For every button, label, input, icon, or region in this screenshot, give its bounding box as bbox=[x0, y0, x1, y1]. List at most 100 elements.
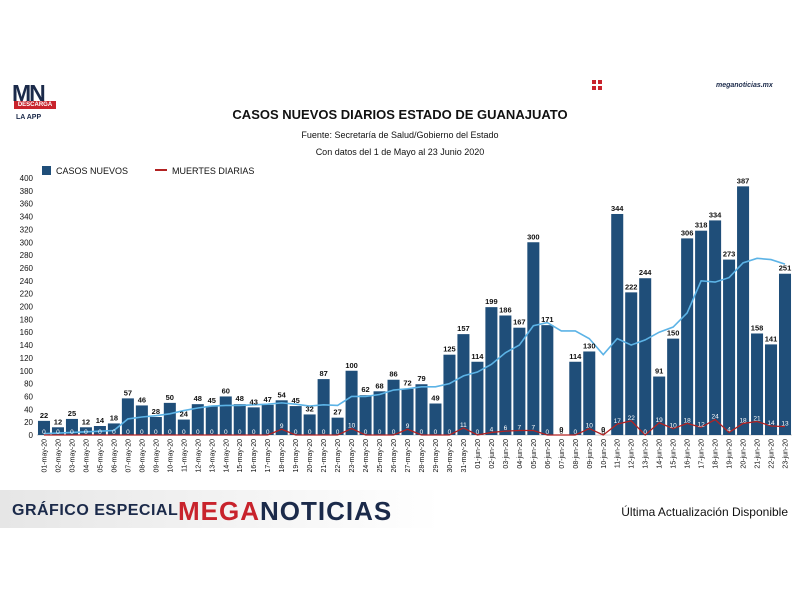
bar-casos bbox=[639, 278, 652, 435]
x-tick-label: 27-may-20 bbox=[405, 439, 412, 473]
y-tick-label: 400 bbox=[20, 174, 34, 183]
death-value-label: 0 bbox=[168, 429, 172, 436]
bar-value-label: 150 bbox=[667, 329, 680, 338]
bar-value-label: 0 bbox=[559, 425, 563, 434]
x-tick-label: 24-may-20 bbox=[363, 439, 370, 473]
legend-label-deaths: MUERTES DIARIAS bbox=[172, 166, 254, 176]
y-tick-label: 80 bbox=[24, 380, 33, 389]
y-tick-label: 280 bbox=[20, 251, 34, 260]
bar-value-label: 344 bbox=[611, 204, 624, 213]
x-tick-label: 12-may-20 bbox=[195, 439, 202, 473]
bar-value-label: 251 bbox=[779, 264, 792, 273]
bar-value-label: 68 bbox=[375, 381, 383, 390]
bar-value-label: 50 bbox=[166, 393, 174, 402]
bar-value-label: 273 bbox=[723, 250, 736, 259]
bar-value-label: 387 bbox=[737, 176, 750, 185]
death-value-label: 0 bbox=[196, 429, 200, 436]
bar-casos bbox=[345, 370, 358, 435]
bar-value-label: 22 bbox=[40, 411, 48, 420]
meganoticias-logo[interactable]: MN DESCARGA LA APP bbox=[12, 80, 60, 128]
footer-brand-noticias: NOTICIAS bbox=[260, 496, 393, 526]
x-tick-label: 09-may-20 bbox=[153, 439, 160, 473]
bar-casos bbox=[177, 419, 190, 435]
bar-casos bbox=[653, 376, 666, 435]
death-value-label: 12 bbox=[698, 421, 706, 428]
bar-value-label: 72 bbox=[403, 379, 411, 388]
bar-value-label: 49 bbox=[431, 394, 439, 403]
bar-casos bbox=[289, 406, 302, 435]
death-value-label: 9 bbox=[280, 423, 284, 430]
death-value-label: 0 bbox=[364, 429, 368, 436]
death-value-label: 0 bbox=[182, 429, 186, 436]
death-value-label: 0 bbox=[308, 429, 312, 436]
x-tick-label: 03-jun-20 bbox=[503, 439, 510, 469]
death-value-label: 0 bbox=[252, 429, 256, 436]
bar-casos bbox=[625, 292, 638, 435]
bar-casos bbox=[135, 405, 148, 435]
x-tick-label: 05-may-20 bbox=[97, 439, 104, 473]
x-tick-label: 19-jun-20 bbox=[727, 439, 734, 469]
bar-value-label: 157 bbox=[457, 324, 470, 333]
bar-casos bbox=[737, 186, 750, 435]
x-tick-label: 21-jun-20 bbox=[755, 439, 762, 469]
bar-value-label: 141 bbox=[765, 334, 778, 343]
y-tick-label: 220 bbox=[20, 290, 34, 299]
bar-casos bbox=[373, 391, 386, 435]
death-value-label: 14 bbox=[767, 420, 775, 427]
death-value-label: 10 bbox=[348, 423, 356, 430]
bar-casos bbox=[359, 395, 372, 435]
x-tick-label: 02-may-20 bbox=[55, 439, 62, 473]
bar-value-label: 100 bbox=[345, 361, 358, 370]
bar-casos bbox=[723, 259, 736, 435]
deaths-line bbox=[43, 418, 786, 436]
x-tick-label: 25-may-20 bbox=[377, 439, 384, 473]
bar-casos bbox=[205, 406, 218, 435]
chart-date-range: Con datos del 1 de Mayo al 23 Junio 2020 bbox=[315, 147, 485, 157]
bar-value-label: 318 bbox=[695, 221, 708, 230]
bar-casos bbox=[331, 417, 344, 435]
x-tick-label: 13-jun-20 bbox=[643, 439, 650, 469]
bar-casos bbox=[457, 334, 470, 435]
bar-value-label: 45 bbox=[291, 396, 299, 405]
x-tick-label: 08-jun-20 bbox=[573, 439, 580, 469]
x-tick-label: 29-may-20 bbox=[433, 439, 440, 473]
bar-casos bbox=[107, 423, 120, 435]
bar-casos bbox=[443, 354, 456, 435]
logo-download-badge: DESCARGA bbox=[14, 101, 56, 109]
x-tick-label: 06-jun-20 bbox=[545, 439, 552, 469]
death-value-label: 0 bbox=[126, 429, 130, 436]
bar-casos bbox=[667, 338, 680, 435]
x-tick-label: 04-may-20 bbox=[83, 439, 90, 473]
y-tick-label: 300 bbox=[20, 238, 34, 247]
bar-value-label: 47 bbox=[264, 395, 272, 404]
x-tick-label: 07-may-20 bbox=[125, 439, 132, 473]
death-value-label: 0 bbox=[210, 429, 214, 436]
death-value-label: 0 bbox=[392, 429, 396, 436]
bar-casos bbox=[163, 402, 176, 435]
bar-value-label: 114 bbox=[471, 352, 484, 361]
bar-value-label: 32 bbox=[305, 404, 313, 413]
bar-value-label: 12 bbox=[54, 417, 62, 426]
death-value-label: 0 bbox=[378, 429, 382, 436]
x-tick-label: 31-may-20 bbox=[461, 439, 468, 473]
bar-value-label: 244 bbox=[639, 268, 652, 277]
bar-value-label: 28 bbox=[152, 407, 160, 416]
bar-casos bbox=[149, 417, 162, 435]
death-value-label: 0 bbox=[420, 429, 424, 436]
y-tick-label: 40 bbox=[24, 405, 33, 414]
death-value-label: 0 bbox=[154, 429, 158, 436]
death-value-label: 24 bbox=[711, 414, 719, 421]
y-tick-label: 240 bbox=[20, 277, 34, 286]
x-tick-label: 13-may-20 bbox=[209, 439, 216, 473]
bar-casos bbox=[51, 427, 64, 435]
x-tick-label: 01-jun-20 bbox=[475, 439, 482, 469]
y-tick-label: 0 bbox=[29, 431, 34, 440]
bar-casos bbox=[513, 327, 526, 435]
x-tick-label: 18-may-20 bbox=[279, 439, 286, 473]
bar-value-label: 199 bbox=[485, 297, 498, 306]
death-value-label: 4 bbox=[490, 426, 494, 433]
bar-value-label: 60 bbox=[222, 386, 230, 395]
x-tick-label: 17-jun-20 bbox=[699, 439, 706, 469]
x-tick-label: 22-may-20 bbox=[335, 439, 342, 473]
